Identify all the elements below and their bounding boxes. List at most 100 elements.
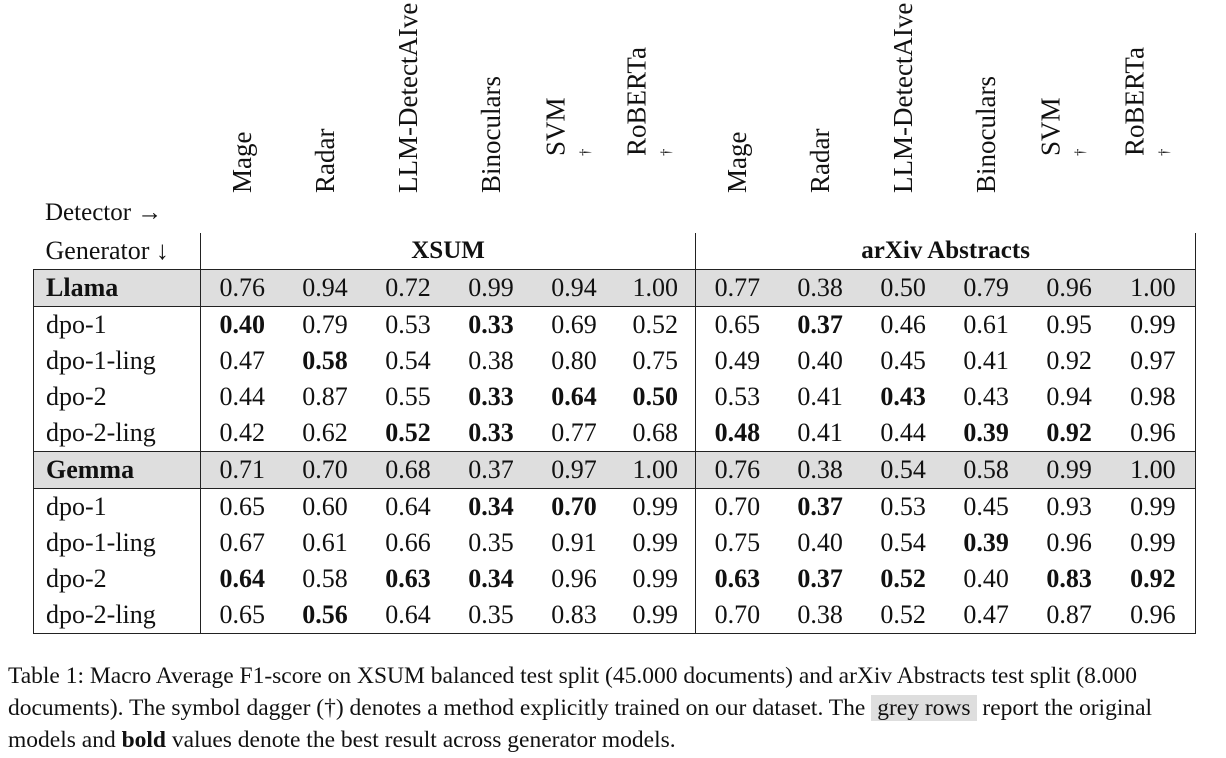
caption-grey-rows: grey rows (871, 695, 977, 721)
score-cell: 0.65 (200, 488, 284, 525)
score-cell: 0.99 (616, 525, 696, 561)
score-cell: 0.58 (944, 451, 1028, 489)
score: 0.99 (632, 528, 679, 557)
score-cell: 0.47 (200, 343, 284, 379)
score-cell: 0.92 (1028, 343, 1111, 379)
score-cell: 0.99 (1110, 306, 1197, 343)
score-cell: 0.91 (533, 525, 616, 561)
score: 0.58 (302, 564, 348, 593)
score: 0.53 (385, 310, 431, 339)
score-cell: 0.42 (200, 415, 284, 452)
score-cell: 0.58 (284, 343, 367, 379)
table-header: Detector → Mage Radar LLM-DetectAIve Binocu… (33, 0, 1196, 233)
score-cell: 0.70 (533, 489, 616, 526)
score-cell: 0.96 (1028, 525, 1111, 561)
score-cell: 1.00 (615, 269, 696, 307)
best-score: 0.39 (963, 528, 1009, 557)
score-cell: 0.70 (695, 597, 779, 634)
score: 0.42 (219, 418, 266, 447)
score: 0.47 (219, 346, 266, 375)
score-cell: 0.41 (945, 343, 1028, 379)
score-cell: 1.00 (1110, 269, 1197, 307)
score-cell: 0.83 (532, 597, 616, 634)
best-score: 0.48 (714, 418, 761, 447)
score: 0.38 (797, 273, 843, 302)
best-score: 0.33 (468, 382, 514, 411)
dagger-mark: † (1072, 148, 1088, 157)
detector-header: Binoculars (471, 3, 511, 223)
detector-header: Radar (305, 3, 345, 223)
score: 0.38 (797, 600, 843, 629)
score: 0.53 (880, 492, 926, 521)
score: 0.75 (632, 346, 679, 375)
score-cell: 0.63 (367, 561, 450, 597)
score: 0.72 (385, 273, 431, 302)
base-model-row: Llama 0.76 0.94 0.72 0.99 0.94 1.00 0.77 0.38 0.5… (33, 269, 1197, 307)
score-cell: 0.75 (616, 343, 696, 379)
caption-text: Macro Average F1-score on XSUM balanced … (8, 663, 1137, 721)
table-row: dpo-2-ling 0.42 0.62 0.52 0.33 0.77 0.68 0.48 0.… (33, 415, 1197, 452)
score-cell: 0.80 (533, 343, 616, 379)
score: 0.97 (551, 455, 597, 484)
score: 0.66 (385, 528, 431, 557)
score-cell: 0.35 (449, 597, 533, 634)
table-row: dpo-1 0.65 0.60 0.64 0.34 0.70 0.99 0.70 0.37 0.5… (33, 488, 1197, 526)
score: 0.40 (797, 346, 843, 375)
score-cell: 0.54 (862, 525, 945, 561)
detector-name: SVM (540, 97, 570, 156)
detector-header-label: SVM † (540, 97, 607, 156)
score-cell: 0.99 (616, 561, 696, 597)
score-cell: 0.96 (1110, 597, 1197, 634)
score: 0.35 (468, 600, 514, 629)
score: 0.77 (551, 418, 597, 447)
score: 0.65 (219, 600, 266, 629)
score: 0.79 (302, 310, 348, 339)
score-cell: 0.33 (450, 415, 533, 452)
detector-name: Binoculars (970, 76, 1001, 193)
score: 0.76 (219, 273, 266, 302)
score-cell: 0.92 (1028, 415, 1111, 452)
dataset-header-xsum: XSUM (199, 233, 696, 270)
score: 0.69 (551, 310, 597, 339)
score-cell: 0.94 (532, 269, 616, 307)
detector-header-label: Binoculars (971, 76, 1001, 193)
score: 0.55 (385, 382, 431, 411)
score: 0.99 (1130, 310, 1176, 339)
score-cell: 0.70 (695, 488, 779, 525)
score-cell: 0.40 (779, 343, 862, 379)
score: 0.38 (468, 346, 514, 375)
detector-header-label: Binoculars (476, 76, 506, 193)
score-cell: 0.50 (616, 379, 696, 415)
score: 0.49 (714, 346, 761, 375)
score: 0.99 (1046, 455, 1092, 484)
detector-header-label: LLM-DetectAIve (888, 3, 918, 193)
score-cell: 0.94 (1028, 379, 1111, 415)
score-cell: 0.65 (695, 306, 779, 343)
score-cell: 0.69 (533, 307, 616, 344)
detector-header-label: RoBERTa † (622, 47, 689, 156)
score-cell: 0.52 (367, 415, 450, 452)
table-row: dpo-1-ling 0.47 0.58 0.54 0.38 0.80 0.75 0.49 0.… (33, 343, 1197, 379)
detector-header: RoBERTa † (1119, 3, 1173, 223)
score-cell: 0.61 (284, 525, 367, 561)
table-row: dpo-2 0.64 0.58 0.63 0.34 0.96 0.99 0.63 0.37 0.5… (33, 561, 1197, 597)
score: 0.96 (1130, 418, 1176, 447)
base-model-name: Gemma (33, 451, 201, 489)
score-cell: 0.44 (862, 415, 945, 452)
score: 0.53 (714, 382, 761, 411)
best-score: 0.37 (797, 310, 843, 339)
score: 0.43 (963, 382, 1009, 411)
score-cell: 0.64 (366, 597, 450, 634)
score-cell: 0.53 (862, 489, 945, 526)
score-cell: 0.54 (367, 343, 450, 379)
score: 1.00 (1130, 455, 1176, 484)
score: 0.68 (632, 418, 679, 447)
detector-axis-label: Detector → (45, 199, 163, 226)
detector-name: LLM-DetectAIve (392, 2, 423, 193)
score-cell: 0.37 (449, 451, 533, 489)
score-cell: 0.87 (1027, 597, 1111, 634)
score-cell: 0.56 (283, 597, 367, 634)
score-cell: 0.47 (944, 597, 1028, 634)
caption-label: Table 1: (8, 663, 85, 689)
score-cell: 0.46 (862, 307, 945, 344)
